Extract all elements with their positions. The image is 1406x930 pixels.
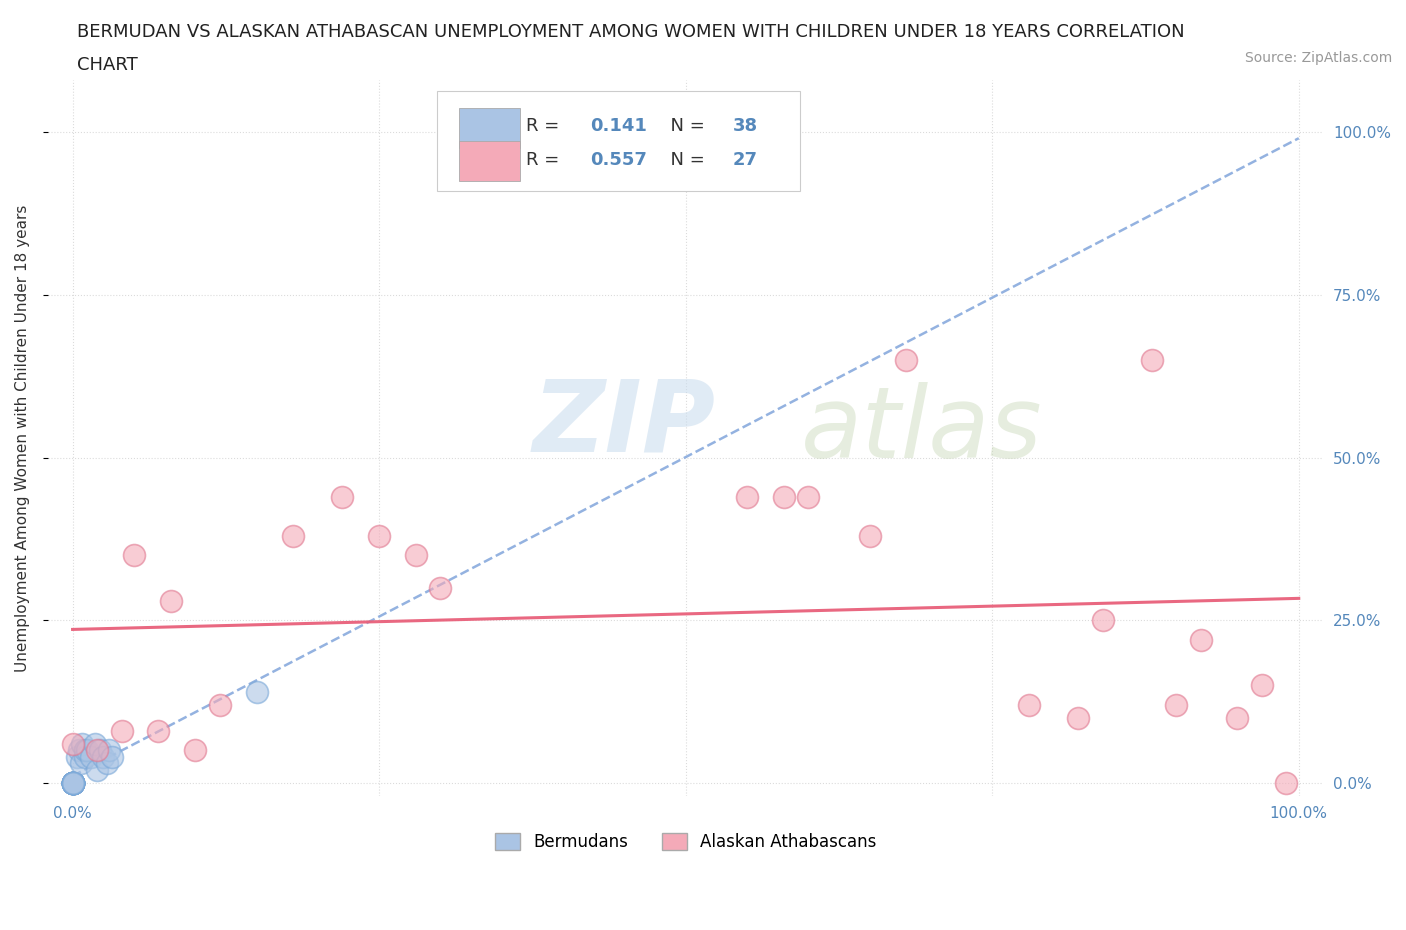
Point — [72, 737, 94, 751]
Point — [184, 743, 207, 758]
Legend: Bermudans, Alaskan Athabascans: Bermudans, Alaskan Athabascans — [486, 824, 884, 859]
Point — [1091, 613, 1114, 628]
Text: N =: N = — [659, 151, 710, 169]
Point — [283, 528, 305, 543]
Text: R =: R = — [526, 117, 565, 136]
Point — [67, 743, 90, 758]
Point — [159, 593, 181, 608]
FancyBboxPatch shape — [437, 91, 800, 191]
Point — [896, 352, 918, 367]
Point — [62, 776, 84, 790]
Point — [62, 776, 84, 790]
Text: Source: ZipAtlas.com: Source: ZipAtlas.com — [1244, 51, 1392, 65]
Point — [86, 763, 108, 777]
Point — [1166, 698, 1188, 712]
Point — [76, 743, 98, 758]
Text: BERMUDAN VS ALASKAN ATHABASCAN UNEMPLOYMENT AMONG WOMEN WITH CHILDREN UNDER 18 Y: BERMUDAN VS ALASKAN ATHABASCAN UNEMPLOYM… — [77, 23, 1185, 41]
Point — [62, 776, 84, 790]
Text: CHART: CHART — [77, 56, 138, 73]
Text: 38: 38 — [733, 117, 758, 136]
Point — [148, 724, 170, 738]
Point — [66, 750, 89, 764]
Point — [330, 489, 353, 504]
Point — [73, 743, 96, 758]
Point — [122, 548, 145, 563]
Point — [62, 776, 84, 790]
Point — [62, 776, 84, 790]
Text: 0.557: 0.557 — [591, 151, 647, 169]
Point — [62, 776, 84, 790]
Point — [101, 750, 124, 764]
Text: 0.141: 0.141 — [591, 117, 647, 136]
Point — [98, 743, 121, 758]
Point — [89, 743, 111, 758]
Y-axis label: Unemployment Among Women with Children Under 18 years: Unemployment Among Women with Children U… — [15, 205, 30, 671]
Point — [62, 776, 84, 790]
Point — [62, 776, 84, 790]
Point — [858, 528, 880, 543]
Text: N =: N = — [659, 117, 710, 136]
Point — [62, 776, 84, 790]
Point — [83, 737, 105, 751]
Point — [62, 776, 84, 790]
Point — [62, 776, 84, 790]
Point — [62, 776, 84, 790]
Point — [80, 750, 103, 764]
Point — [91, 750, 114, 764]
Point — [70, 756, 93, 771]
Point — [62, 776, 84, 790]
Point — [1018, 698, 1040, 712]
Point — [1251, 678, 1274, 693]
Point — [111, 724, 134, 738]
Point — [62, 776, 84, 790]
Point — [405, 548, 427, 563]
Text: atlas: atlas — [800, 382, 1042, 479]
Point — [62, 776, 84, 790]
Point — [368, 528, 391, 543]
Point — [1067, 711, 1090, 725]
Point — [208, 698, 231, 712]
Point — [62, 737, 84, 751]
Text: R =: R = — [526, 151, 565, 169]
Point — [62, 776, 84, 790]
Point — [62, 776, 84, 790]
Point — [62, 776, 84, 790]
Text: ZIP: ZIP — [533, 375, 716, 472]
Point — [797, 489, 820, 504]
Point — [429, 580, 451, 595]
FancyBboxPatch shape — [458, 108, 520, 148]
FancyBboxPatch shape — [458, 141, 520, 181]
Point — [772, 489, 794, 504]
Point — [62, 776, 84, 790]
Point — [1140, 352, 1163, 367]
Point — [62, 776, 84, 790]
Point — [96, 756, 118, 771]
Point — [86, 743, 108, 758]
Point — [1189, 632, 1212, 647]
Point — [1275, 776, 1298, 790]
Text: 27: 27 — [733, 151, 758, 169]
Point — [62, 776, 84, 790]
Point — [73, 750, 96, 764]
Point — [1226, 711, 1249, 725]
Point — [245, 684, 267, 699]
Point — [62, 776, 84, 790]
Point — [735, 489, 758, 504]
